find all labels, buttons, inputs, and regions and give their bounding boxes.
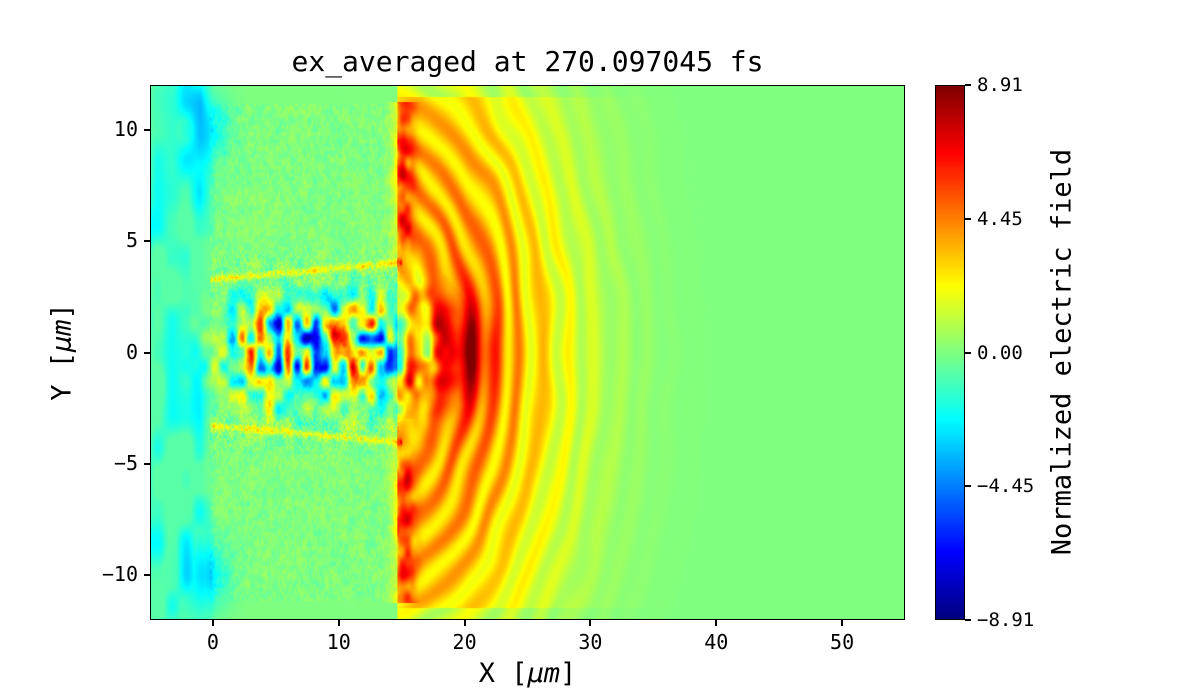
x-tick-mark	[715, 620, 718, 626]
x-tick-label: 20	[452, 630, 477, 654]
colorbar-tick-label: 8.91	[977, 74, 1023, 96]
colorbar-tick-mark	[965, 351, 971, 354]
plot-title: ex_averaged at 270.097045 fs	[291, 45, 764, 78]
y-tick-label: 5	[125, 228, 138, 253]
x-tick-mark	[841, 620, 844, 626]
colorbar-tick-label: −8.91	[977, 609, 1035, 631]
x-tick-label: 30	[578, 630, 603, 654]
y-tick-label: 10	[113, 116, 138, 141]
y-tick-label: 0	[125, 339, 138, 364]
heatmap-plot	[150, 85, 905, 620]
colorbar-tick-mark	[965, 619, 971, 621]
colorbar-canvas	[936, 86, 964, 619]
x-axis-label-suffix: ]	[560, 658, 577, 689]
colorbar-tick-label: 0.00	[977, 341, 1023, 364]
colorbar-tick-mark	[965, 485, 971, 488]
x-tick-label: 40	[704, 630, 729, 654]
x-tick-mark	[211, 620, 214, 626]
x-tick-label: 50	[830, 630, 855, 654]
x-tick-mark	[337, 620, 340, 626]
colorbar-tick-label: −4.45	[977, 475, 1035, 498]
x-tick-mark	[463, 620, 466, 626]
x-axis-label: X [μm]	[150, 658, 905, 689]
y-tick-mark	[144, 574, 150, 577]
x-axis-label-unit: μm	[527, 658, 561, 689]
heatmap-canvas	[151, 86, 904, 619]
x-tick-label: 10	[326, 630, 351, 654]
colorbar-tick-mark	[965, 217, 971, 220]
colorbar-label: Normalized electric field	[1046, 148, 1078, 556]
colorbar	[935, 85, 965, 620]
y-tick-mark	[144, 240, 150, 243]
y-tick-label: −10	[101, 562, 138, 587]
colorbar-tick-label: 4.45	[977, 207, 1023, 230]
y-tick-label: −5	[113, 450, 138, 475]
y-axis-label-suffix: ]	[46, 303, 78, 320]
x-tick-label: 0	[206, 630, 219, 654]
x-axis-label-prefix: X [	[478, 658, 528, 689]
y-tick-mark	[144, 462, 150, 465]
x-tick-mark	[589, 620, 592, 626]
y-tick-mark	[144, 128, 150, 131]
colorbar-tick-mark	[965, 84, 971, 86]
y-tick-mark	[144, 351, 150, 354]
